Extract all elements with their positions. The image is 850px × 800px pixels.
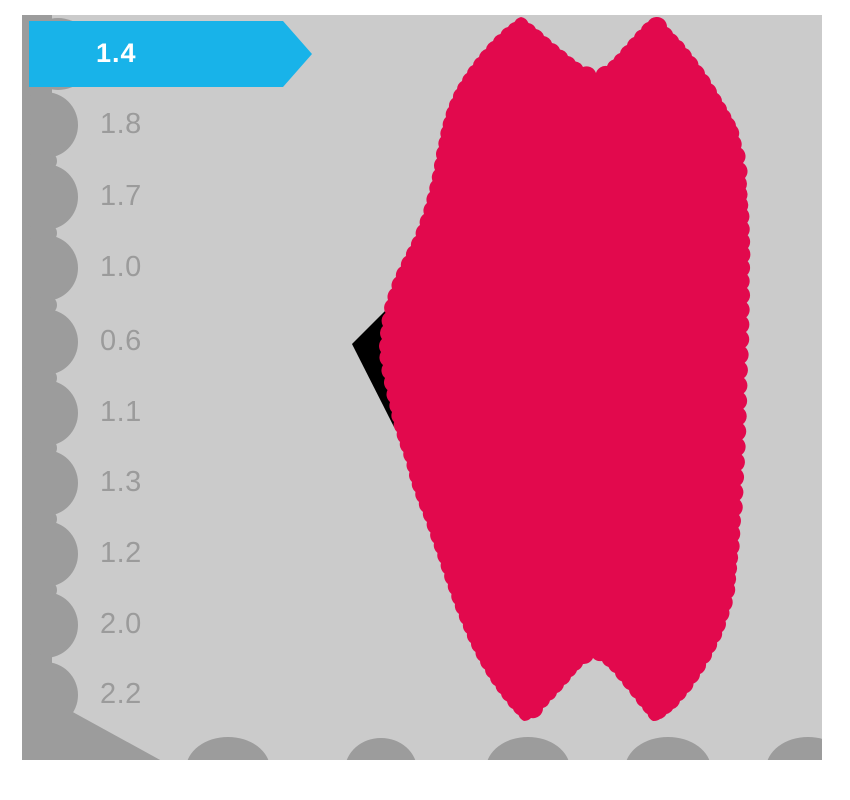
row-blob-bump (39, 296, 57, 314)
bottom-blob (767, 737, 822, 760)
row-blob-band-foot (30, 688, 161, 760)
row-blob-band (22, 15, 161, 760)
row-blob-bump (39, 369, 57, 387)
bottom-blob-row (187, 737, 822, 760)
row-label-6: 1.3 (100, 466, 142, 498)
row-blob-bump (39, 510, 57, 528)
bottom-blob (487, 737, 569, 760)
row-blob (22, 92, 78, 158)
row-blob (22, 592, 78, 658)
row-label-4: 0.6 (100, 325, 142, 357)
row-blob (22, 521, 78, 587)
row-label-9: 2.2 (100, 678, 142, 710)
highlight-arrow-value[interactable]: 1.4 (96, 38, 137, 68)
row-blob-bump (39, 581, 57, 599)
bottom-blob (346, 738, 416, 760)
row-blob (22, 164, 78, 230)
highlight-arrow-banner[interactable] (29, 21, 312, 87)
row-label-2: 1.7 (100, 180, 142, 212)
bottom-blob (626, 737, 710, 760)
bottom-blob (187, 737, 269, 760)
row-blob (22, 235, 78, 301)
row-blob-bump (39, 152, 57, 170)
row-blob-bump (39, 224, 57, 242)
row-blob (22, 450, 78, 516)
row-label-5: 1.1 (100, 396, 142, 428)
row-label-7: 1.2 (100, 537, 142, 569)
row-blob (22, 309, 78, 375)
row-blob (22, 380, 78, 446)
row-label-8: 2.0 (100, 608, 142, 640)
red-cluster-blob (379, 16, 751, 722)
row-label-1: 1.8 (100, 108, 142, 140)
row-label-3: 1.0 (100, 251, 142, 283)
row-blob-bump (39, 439, 57, 457)
